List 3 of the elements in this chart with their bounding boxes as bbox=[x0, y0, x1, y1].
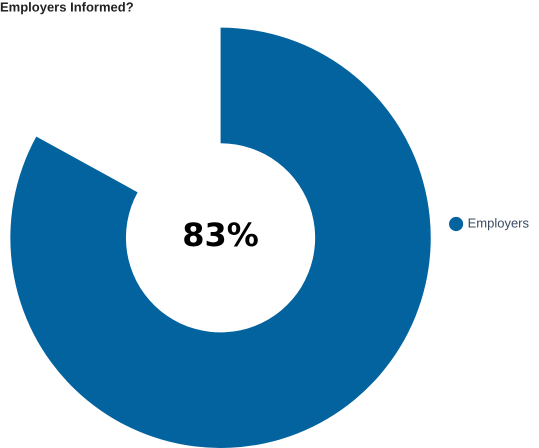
legend-label: Employers bbox=[468, 216, 530, 231]
chart-title: Employers Informed? bbox=[0, 0, 134, 14]
data-label: 83% bbox=[182, 216, 259, 254]
